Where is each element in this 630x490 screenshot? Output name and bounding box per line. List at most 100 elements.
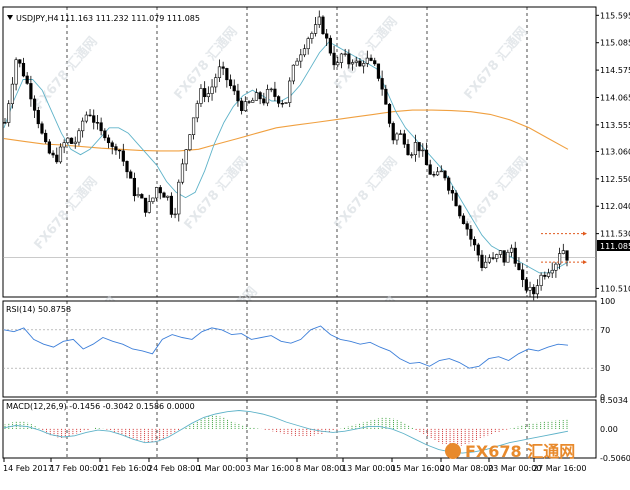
candle	[543, 271, 547, 280]
candle-body	[140, 194, 144, 199]
macd-label: MACD(12,26,9) -0.1456 -0.3042 0.1586 0.0…	[6, 402, 195, 411]
candle-body	[247, 101, 251, 103]
candle-body	[336, 62, 340, 66]
candle	[395, 132, 399, 145]
rsi-level-label: 30	[600, 364, 610, 373]
price-tick-label: 115.595	[600, 11, 630, 20]
candle-body	[21, 62, 26, 77]
time-label: 13 Mar 00:00	[342, 464, 395, 473]
candle	[539, 272, 543, 291]
candle	[221, 61, 225, 76]
candle-body	[269, 88, 273, 91]
candle	[110, 140, 114, 155]
candle-body	[365, 57, 369, 64]
candle-body	[147, 201, 151, 213]
macd-level-label: -0.5060	[600, 454, 630, 463]
candle-body	[373, 60, 377, 65]
candle	[369, 54, 373, 62]
candle	[535, 279, 540, 299]
candle-body	[265, 89, 270, 104]
candle-body	[44, 132, 48, 143]
candle	[554, 262, 558, 278]
logo-circle-icon	[445, 443, 461, 459]
candle-body	[554, 263, 558, 271]
candle-body	[251, 99, 255, 103]
time-label: 8 Mar 08:00	[296, 464, 344, 473]
time-label: 1 Mar 00:00	[197, 464, 245, 473]
candle-body	[262, 98, 266, 104]
candle	[376, 63, 381, 82]
candle-body	[291, 64, 295, 82]
candle-body	[443, 170, 447, 179]
candle-body	[487, 257, 491, 263]
candle	[288, 77, 292, 108]
candle	[317, 10, 321, 28]
rsi-grid	[66, 301, 528, 397]
candle	[358, 57, 362, 67]
candle-body	[284, 102, 288, 104]
candle	[177, 179, 181, 222]
candle-body	[391, 123, 395, 141]
dropdown-triangle-icon[interactable]	[7, 15, 13, 20]
candle-body	[528, 286, 532, 291]
candle-body	[498, 250, 503, 255]
price-tick-label: 112.040	[600, 202, 630, 211]
candle-body	[225, 68, 229, 81]
candle-body	[354, 60, 358, 63]
candle-body	[502, 250, 506, 263]
candle-body	[317, 16, 321, 25]
candle	[365, 50, 369, 68]
rsi-level-label: 0	[600, 393, 605, 402]
candle-body	[132, 177, 137, 197]
rsi-label: RSI(14) 50.8758	[6, 305, 71, 314]
candle-body	[325, 33, 329, 39]
candle	[58, 143, 63, 164]
candle	[243, 96, 247, 112]
brand-logo: FX678 汇通网	[445, 442, 575, 461]
candle-body	[14, 59, 18, 85]
candle-body	[188, 134, 192, 150]
candle-body	[36, 110, 40, 125]
candle	[424, 142, 429, 166]
candle	[469, 224, 473, 247]
candle-body	[450, 190, 454, 194]
candle	[258, 91, 262, 105]
candle-body	[77, 130, 81, 143]
ma-fast-line	[3, 41, 569, 274]
candle-body	[191, 117, 196, 135]
candle	[262, 92, 266, 106]
price-tick-label: 113.060	[600, 147, 630, 156]
candle	[240, 97, 244, 115]
candle-body	[114, 146, 118, 151]
candle	[428, 159, 432, 175]
candle-body	[18, 59, 22, 64]
candle	[558, 247, 562, 270]
candle-body	[151, 197, 155, 202]
candle	[44, 129, 48, 144]
candle	[328, 35, 332, 56]
candle	[251, 97, 255, 103]
candle-body	[509, 247, 514, 253]
candle-body	[343, 53, 347, 55]
candle	[513, 241, 517, 267]
candle	[254, 88, 259, 101]
candle	[480, 250, 484, 272]
macd-level-label: 0.5034	[600, 396, 628, 405]
time-label: 23 Mar 00:00	[488, 464, 541, 473]
candle-body	[158, 187, 162, 194]
candle-body	[125, 161, 129, 173]
rsi-panel[interactable]	[2, 300, 597, 398]
candle-body	[99, 122, 103, 132]
price-tick-label: 113.555	[600, 121, 630, 130]
candle-body	[69, 137, 74, 144]
candle	[25, 72, 29, 85]
candle	[465, 221, 469, 236]
candle	[517, 257, 521, 271]
candle-body	[461, 215, 466, 225]
price-tick-label: 111.530	[600, 230, 630, 239]
candle	[484, 255, 488, 269]
candle-body	[106, 137, 111, 144]
candle-body	[169, 195, 173, 215]
candle-body	[424, 149, 429, 166]
